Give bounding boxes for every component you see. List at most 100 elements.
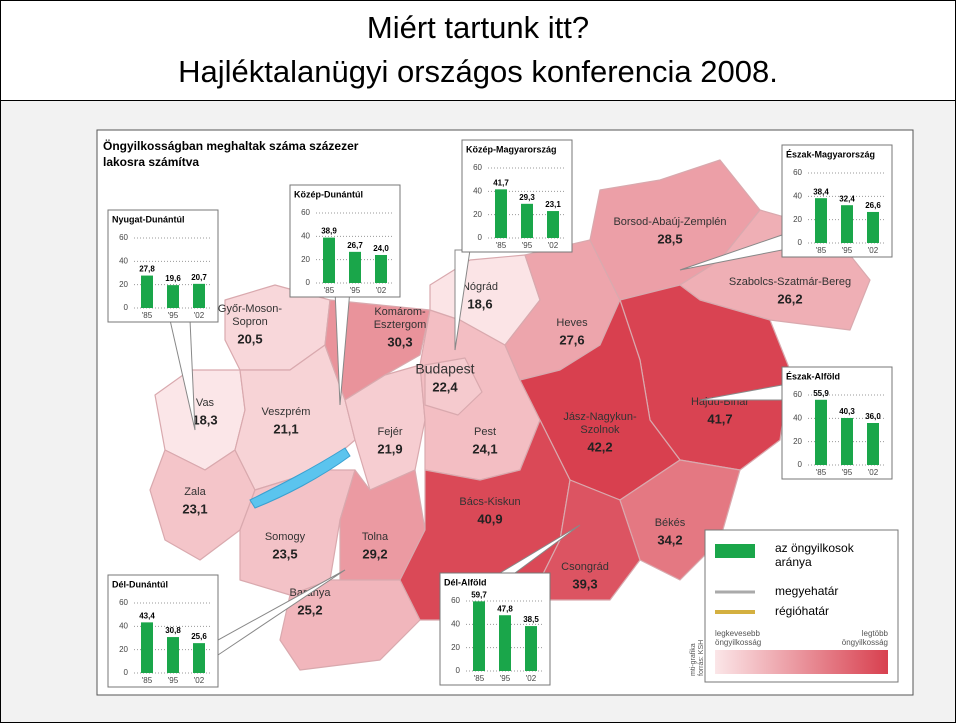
bar — [547, 211, 559, 238]
bar — [499, 615, 511, 671]
bar — [141, 275, 153, 308]
x-tick-label: '02 — [194, 311, 205, 320]
county-name: Budapest — [415, 361, 474, 377]
county-name: Bács-Kiskun — [459, 496, 520, 508]
y-tick-label: 40 — [473, 186, 482, 195]
bar — [349, 251, 361, 283]
y-tick-label: 0 — [124, 303, 129, 312]
value-label: 27,8 — [139, 265, 155, 274]
legend-label: öngyilkosság — [715, 638, 761, 647]
county-name: Komárom- — [374, 306, 426, 318]
bar — [525, 626, 537, 671]
bar — [193, 283, 205, 308]
county-area — [344, 364, 426, 491]
region-title: Közép-Magyarország — [466, 144, 557, 154]
county-name: Sopron — [232, 316, 267, 328]
county-name: Győr-Moson- — [218, 303, 283, 315]
bar — [815, 198, 827, 243]
county-value: 40,9 — [477, 511, 502, 526]
value-label: 38,9 — [321, 227, 337, 236]
y-tick-label: 40 — [451, 619, 460, 628]
value-label: 29,3 — [519, 193, 535, 202]
x-tick-label: '95 — [522, 241, 533, 250]
legend-label: legtöbb — [862, 629, 889, 638]
legend-label: megyehatár — [775, 584, 838, 598]
y-tick-label: 20 — [793, 437, 802, 446]
bar — [473, 601, 485, 671]
county-area — [279, 579, 421, 671]
county-value: 21,9 — [377, 441, 402, 456]
legend-label: az öngyilkosok — [775, 541, 855, 555]
county-name: Veszprém — [262, 406, 311, 418]
county-value: 39,3 — [572, 576, 597, 591]
legend-label: öngyilkosság — [842, 638, 888, 647]
value-label: 24,0 — [373, 244, 389, 253]
county-name: Zala — [184, 486, 206, 498]
y-tick-label: 40 — [793, 191, 802, 200]
county-name: Szabolcs-Szatmár-Bereg — [729, 276, 851, 288]
y-tick-label: 40 — [119, 621, 128, 630]
bar — [867, 423, 879, 465]
y-tick-label: 20 — [473, 210, 482, 219]
value-label: 43,4 — [139, 611, 155, 620]
value-label: 40,3 — [839, 407, 855, 416]
county-value: 20,5 — [237, 331, 262, 346]
x-tick-label: '95 — [168, 311, 179, 320]
value-label: 41,7 — [493, 178, 509, 187]
county-value: 18,3 — [192, 412, 217, 427]
value-label: 25,6 — [191, 632, 207, 641]
county-value: 23,1 — [182, 501, 207, 516]
y-tick-label: 20 — [301, 255, 310, 264]
region-title: Közép-Dunántúl — [294, 189, 363, 199]
source: mti-grafika — [690, 643, 697, 676]
y-tick-label: 20 — [793, 215, 802, 224]
value-label: 38,4 — [813, 187, 829, 196]
header-title: Miért tartunk itt? — [367, 10, 589, 45]
region-title: Nyugat-Dunántúl — [112, 214, 185, 224]
value-label: 19,6 — [165, 274, 181, 283]
county-name: Vas — [196, 397, 215, 409]
county-name: Békés — [655, 517, 686, 529]
y-tick-label: 20 — [451, 643, 460, 652]
region-title: Dél-Alföld — [444, 577, 487, 587]
x-tick-label: '85 — [324, 286, 335, 295]
county-value: 28,5 — [657, 231, 682, 246]
bar — [815, 399, 827, 465]
y-tick-label: 40 — [119, 256, 128, 265]
y-tick-label: 60 — [793, 390, 802, 399]
county-value: 24,1 — [472, 441, 497, 456]
county-value: 22,4 — [432, 379, 458, 394]
county-name: Heves — [556, 317, 588, 329]
county-value: 34,2 — [657, 532, 682, 547]
x-tick-label: '02 — [548, 241, 559, 250]
county-value: 41,7 — [707, 411, 732, 426]
county-name: Somogy — [265, 531, 306, 543]
y-tick-label: 60 — [301, 208, 310, 217]
bar — [167, 285, 179, 308]
county-name: Borsod-Abaúj-Zemplén — [613, 216, 726, 228]
y-tick-label: 40 — [793, 413, 802, 422]
x-tick-label: '85 — [816, 246, 827, 255]
y-tick-label: 0 — [456, 666, 461, 675]
value-label: 47,8 — [497, 604, 513, 613]
legend-label: régióhatár — [775, 604, 829, 618]
source: forrás: KSH — [698, 640, 705, 676]
bar — [375, 255, 387, 283]
x-tick-label: '95 — [350, 286, 361, 295]
county-value: 29,2 — [362, 546, 387, 561]
bar — [841, 205, 853, 243]
value-label: 59,7 — [471, 590, 487, 599]
county-name: Szolnok — [580, 424, 620, 436]
x-tick-label: '02 — [194, 676, 205, 685]
county-name: Nógrád — [462, 281, 498, 293]
county-name: Tolna — [362, 531, 389, 543]
county-value: 21,1 — [273, 421, 298, 436]
x-tick-label: '85 — [496, 241, 507, 250]
county-value: 25,2 — [297, 602, 322, 617]
x-tick-label: '95 — [500, 674, 511, 683]
y-tick-label: 0 — [306, 278, 311, 287]
y-tick-label: 0 — [478, 233, 483, 242]
x-tick-label: '85 — [474, 674, 485, 683]
